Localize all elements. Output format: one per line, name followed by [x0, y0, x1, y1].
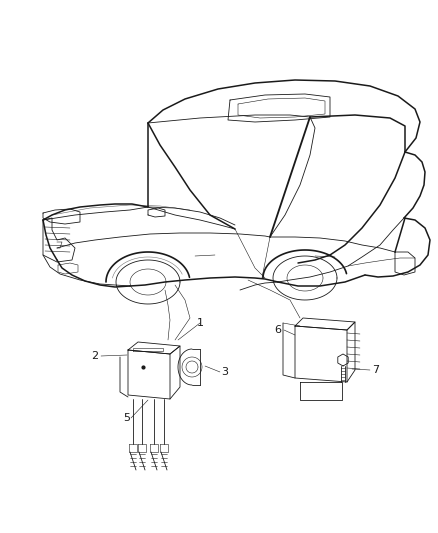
- Text: 5: 5: [124, 413, 131, 423]
- Text: 7: 7: [372, 365, 380, 375]
- Text: 2: 2: [92, 351, 99, 361]
- Text: 1: 1: [197, 318, 204, 328]
- Text: 6: 6: [275, 325, 282, 335]
- Text: 3: 3: [222, 367, 229, 377]
